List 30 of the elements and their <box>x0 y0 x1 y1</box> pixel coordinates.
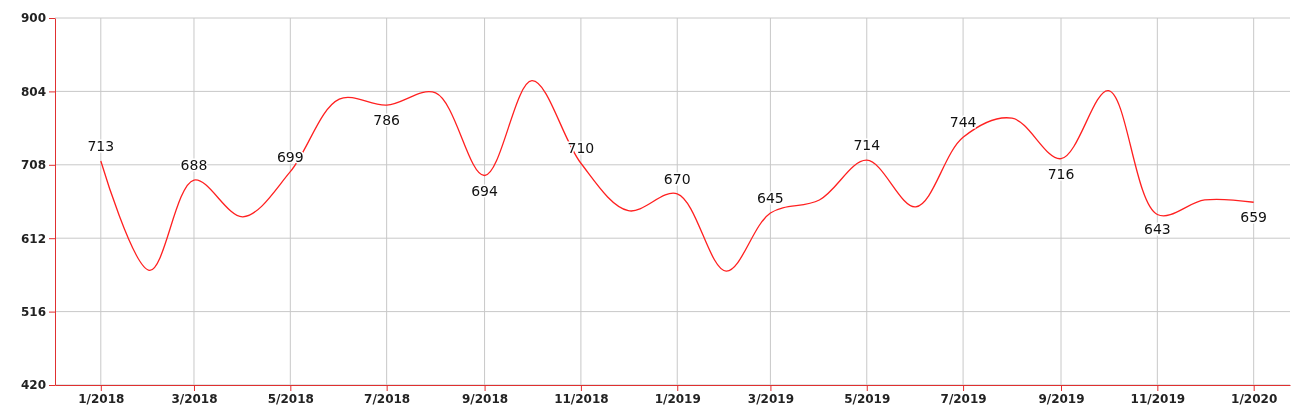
x-tick-label: 11/2019 <box>1130 391 1186 406</box>
data-label: 744 <box>949 114 977 131</box>
x-tick-label: 5/2018 <box>267 391 314 406</box>
x-tick-label: 3/2019 <box>747 391 794 406</box>
x-tick-label: 1/2019 <box>654 391 701 406</box>
data-label: 713 <box>87 137 115 154</box>
data-label: 643 <box>1143 221 1171 238</box>
x-tick-label: 7/2019 <box>940 391 987 406</box>
x-tick-label: 1/2020 <box>1231 391 1278 406</box>
x-tick-label: 7/2018 <box>364 391 411 406</box>
x-tick-label: 5/2019 <box>844 391 891 406</box>
data-label: 716 <box>1047 165 1075 182</box>
data-label: 645 <box>757 189 784 206</box>
x-tick-label: 11/2018 <box>554 391 609 406</box>
x-tick-label: 9/2018 <box>461 391 509 406</box>
y-tick-label: 804 <box>20 84 46 99</box>
data-label: 694 <box>471 182 499 199</box>
data-label: 786 <box>373 112 401 129</box>
y-tick-label: 612 <box>20 231 46 246</box>
x-tick-label: 1/2018 <box>78 391 125 406</box>
data-label: 670 <box>663 170 691 187</box>
x-tick-label: 3/2018 <box>171 391 218 406</box>
x-tick-label: 9/2019 <box>1038 391 1085 406</box>
y-tick-label: 900 <box>20 11 46 26</box>
y-tick-label: 420 <box>20 378 46 393</box>
data-label: 659 <box>1240 209 1268 226</box>
y-tick-label: 708 <box>20 158 46 173</box>
y-tick-label: 516 <box>20 304 46 319</box>
data-label: 714 <box>853 137 881 154</box>
data-label: 688 <box>180 157 208 174</box>
